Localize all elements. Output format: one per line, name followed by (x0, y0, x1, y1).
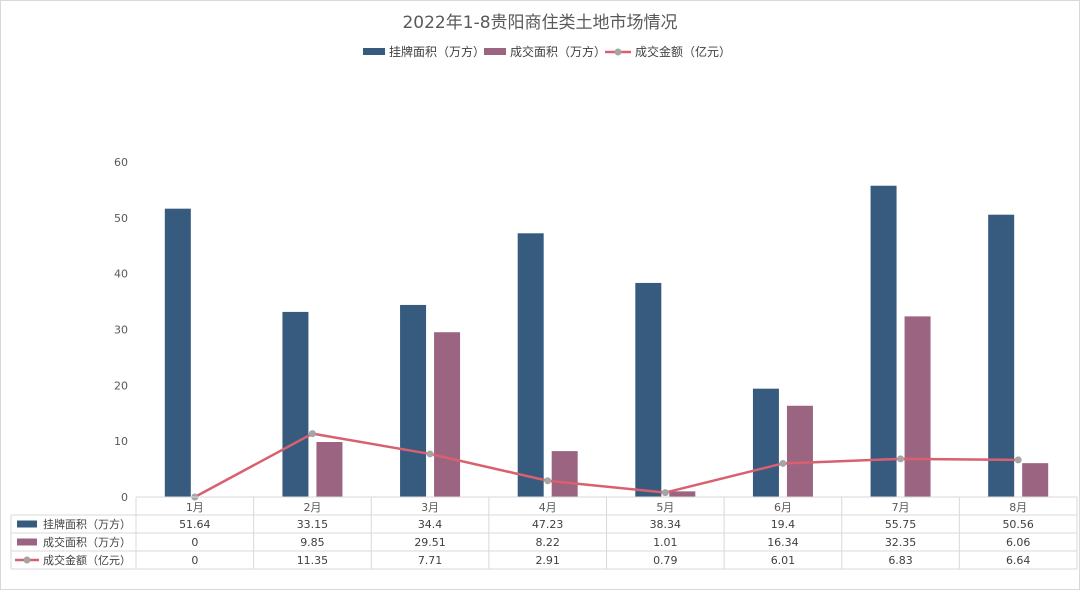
bar-listed-1 (164, 208, 191, 497)
bar-sold-8 (1022, 463, 1049, 497)
bars (164, 185, 1049, 497)
line-point-7 (897, 455, 905, 463)
bar-listed-4 (517, 233, 544, 497)
table-cell: 34.4 (418, 518, 443, 531)
line-point-6 (779, 459, 787, 467)
legend: 挂牌面积（万方） 成交面积（万方） 成交金额（亿元） (363, 44, 731, 59)
legend-swatch (363, 48, 385, 55)
table-cell: 33.15 (297, 518, 329, 531)
table-cell: 29.51 (414, 536, 446, 549)
x-tick-label: 2月 (303, 501, 321, 514)
bar-listed-6 (752, 388, 779, 497)
x-tick-label: 5月 (656, 501, 674, 514)
bar-listed-3 (400, 304, 427, 497)
table-cell: 16.34 (767, 536, 799, 549)
bar-listed-7 (870, 185, 897, 497)
line-series (191, 430, 1022, 501)
table-row-label: 成交面积（万方） (43, 535, 131, 549)
bar-listed-2 (282, 311, 309, 497)
legend-marker (614, 48, 622, 56)
table-cell: 0.79 (653, 554, 678, 567)
line-point-2 (308, 430, 316, 438)
line-point-5 (661, 489, 669, 497)
table-cell: 55.75 (885, 518, 917, 531)
x-tick-label: 7月 (892, 501, 910, 514)
x-tick-label: 3月 (421, 501, 439, 514)
table-cell: 47.23 (532, 518, 564, 531)
table-legend-swatch (17, 520, 37, 528)
table-row-2: 成交面积（万方） 0 9.85 29.51 8.22 1.01 16.34 32.35 6.06 (17, 535, 1030, 549)
table-cell: 32.35 (885, 536, 917, 549)
legend-label: 挂牌面积（万方） (389, 44, 485, 59)
legend-item-2: 成交面积（万方） (484, 44, 606, 59)
table-cell: 1.01 (653, 536, 678, 549)
bar-sold-5 (669, 491, 696, 497)
y-tick-label: 40 (114, 268, 128, 281)
bar-sold-4 (551, 451, 578, 497)
table-cell: 6.06 (1006, 536, 1031, 549)
table-cell: 0 (191, 536, 198, 549)
table-cell: 19.4 (771, 518, 796, 531)
table-cell: 9.85 (300, 536, 325, 549)
x-tick-label: 8月 (1009, 501, 1027, 514)
bar-listed-5 (635, 282, 662, 497)
y-axis: 0 10 20 30 40 50 60 (114, 156, 128, 504)
line-point-8 (1014, 456, 1022, 464)
y-tick-label: 60 (114, 156, 128, 169)
table-row-3: 成交金额（亿元） 0 11.35 7.71 2.91 0.79 6.01 6.83 6.64 (15, 553, 1030, 567)
chart-title: 2022年1-8贵阳商住类土地市场情况 (402, 13, 677, 33)
table-row-1: 挂牌面积（万方） 51.64 33.15 34.4 47.23 38.34 19.4 55.7… (17, 517, 1034, 531)
legend-label: 成交金额（亿元） (635, 44, 731, 59)
y-tick-label: 0 (121, 491, 128, 504)
table-cell: 2.91 (535, 554, 560, 567)
line-point-4 (544, 477, 552, 485)
table-cell: 50.56 (1002, 518, 1034, 531)
table-cell: 6.64 (1006, 554, 1031, 567)
table-cell: 8.22 (535, 536, 560, 549)
legend-label: 成交面积（万方） (510, 44, 606, 59)
y-tick-label: 50 (114, 212, 128, 225)
bar-sold-2 (316, 442, 343, 497)
y-tick-label: 20 (114, 379, 128, 392)
table-row-label: 挂牌面积（万方） (43, 517, 131, 531)
x-tick-label: 1月 (186, 501, 204, 514)
table-cell: 0 (191, 554, 198, 567)
bar-listed-8 (988, 214, 1015, 497)
bar-sold-6 (786, 405, 813, 497)
legend-swatch (484, 48, 506, 55)
table-cell: 11.35 (297, 554, 329, 567)
legend-item-3: 成交金额（亿元） (605, 44, 731, 59)
table-cell: 38.34 (650, 518, 682, 531)
table-legend-marker (23, 556, 31, 564)
table-legend-swatch (17, 538, 37, 546)
table-row-label: 成交金额（亿元） (43, 553, 131, 567)
bar-sold-7 (904, 316, 931, 497)
x-tick-label: 4月 (539, 501, 557, 514)
table-cell: 6.01 (771, 554, 796, 567)
line-path (194, 432, 1019, 499)
table-cell: 7.71 (418, 554, 443, 567)
legend-item-1: 挂牌面积（万方） (363, 44, 485, 59)
y-tick-label: 30 (114, 324, 128, 337)
bar-sold-3 (434, 332, 461, 497)
table-cell: 51.64 (179, 518, 211, 531)
table-cell: 6.83 (888, 554, 913, 567)
y-tick-label: 10 (114, 435, 128, 448)
line-point-3 (426, 450, 434, 458)
x-tick-label: 6月 (774, 501, 792, 514)
